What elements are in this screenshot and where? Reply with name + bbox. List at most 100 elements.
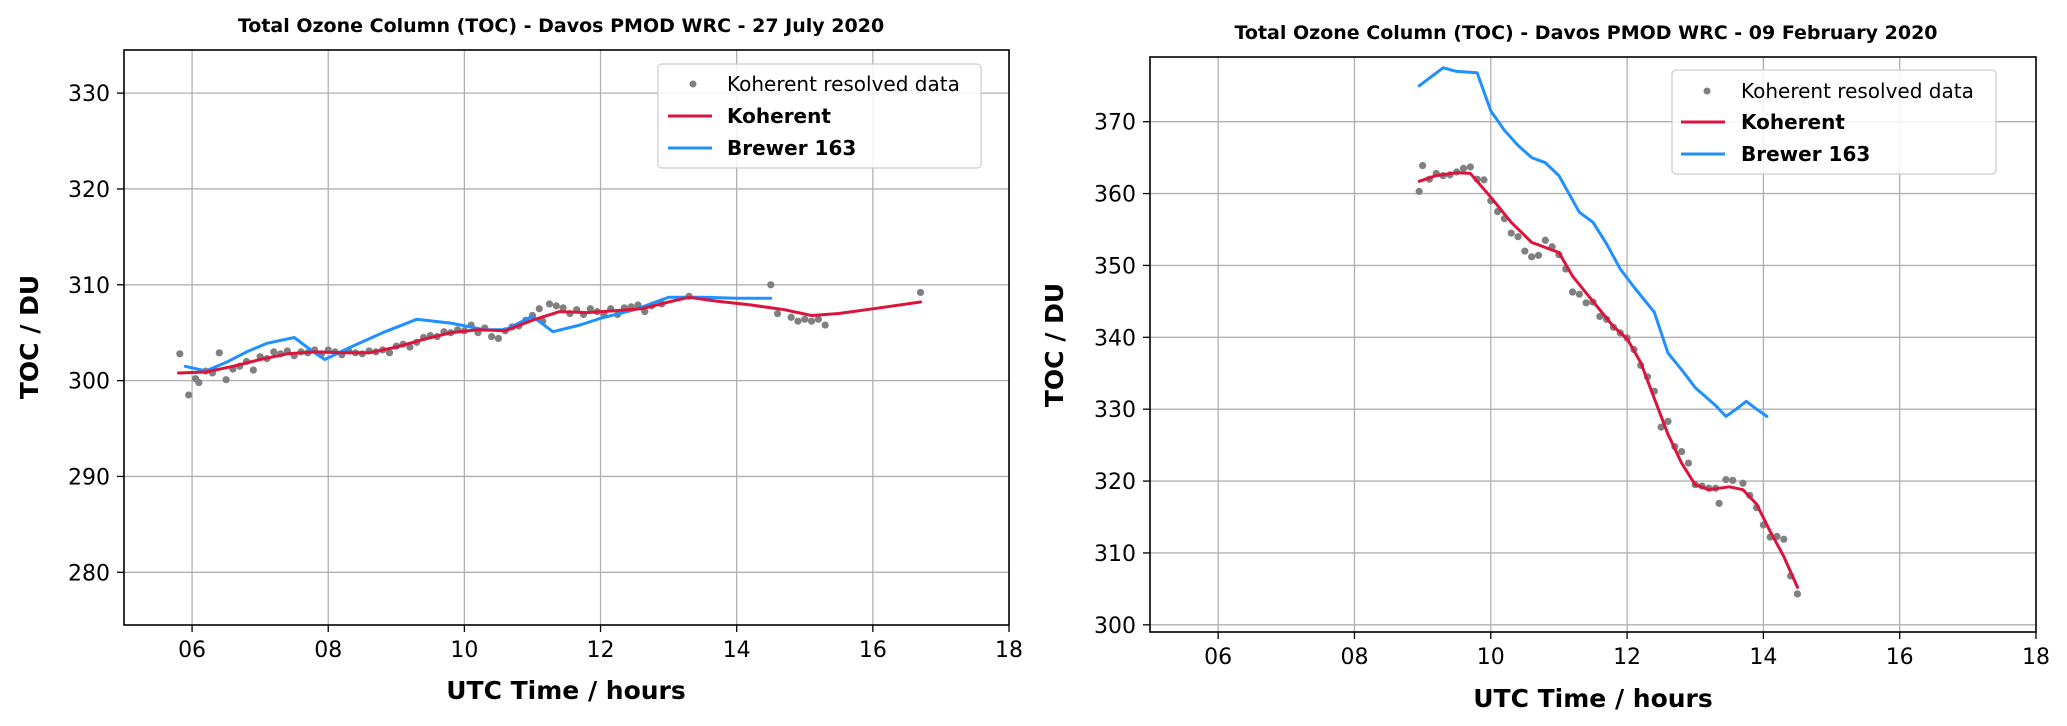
data-point <box>1459 164 1468 173</box>
data-point <box>1582 299 1590 307</box>
legend: Koherent resolved data Koherent Brewer 1… <box>657 63 982 169</box>
data-point <box>1419 161 1427 170</box>
data-point <box>1480 176 1488 184</box>
legend-box <box>1671 69 1997 175</box>
data-point <box>552 302 560 310</box>
chart-panel-left: Total Ozone Column (TOC) - Davos PMOD WR… <box>15 15 1023 705</box>
data-point <box>494 334 503 343</box>
data-point <box>270 348 278 356</box>
y-tick-label: 290 <box>68 465 110 490</box>
data-point <box>1514 233 1522 241</box>
data-point <box>821 321 829 329</box>
data-point <box>222 376 230 384</box>
legend-marker-resolved-data <box>689 80 697 88</box>
data-point <box>385 349 394 357</box>
data-point <box>535 305 543 313</box>
legend: Koherent resolved data Koherent Brewer 1… <box>1671 69 1997 175</box>
legend-label-brewer: Brewer 163 <box>1741 142 1870 166</box>
data-point <box>1739 479 1747 487</box>
y-tick-label: 310 <box>68 274 110 299</box>
data-point <box>195 378 203 387</box>
x-tick-label: 18 <box>995 638 1023 663</box>
series-line-brewer <box>183 295 773 373</box>
x-axis-label: UTC Time / hours <box>1473 684 1713 713</box>
data-point <box>1793 590 1802 598</box>
legend-label-resolved-data: Koherent resolved data <box>1741 79 1974 103</box>
data-point <box>1684 459 1693 467</box>
data-point <box>249 366 257 374</box>
data-point <box>215 349 223 357</box>
data-point <box>1729 476 1737 484</box>
data-point <box>767 281 775 289</box>
data-point <box>488 332 496 341</box>
x-tick-label: 06 <box>1204 645 1232 670</box>
x-tick-label: 16 <box>859 638 887 663</box>
data-point <box>794 317 802 325</box>
x-tick-label: 14 <box>723 638 751 663</box>
data-point <box>801 315 809 323</box>
y-axis-label: TOC / DU <box>15 275 44 399</box>
y-tick-label: 370 <box>1094 111 1136 136</box>
x-tick-label: 16 <box>1886 645 1914 670</box>
data-point <box>1466 163 1474 171</box>
data-point <box>1415 187 1423 196</box>
data-point <box>1657 423 1665 431</box>
chart-title: Total Ozone Column (TOC) - Davos PMOD WR… <box>1234 22 1937 44</box>
data-point <box>1521 247 1529 255</box>
data-point <box>807 317 816 325</box>
data-point <box>1528 253 1536 261</box>
data-point <box>1534 251 1543 259</box>
plot-frame <box>1149 56 2037 633</box>
y-tick-label: 360 <box>1094 183 1136 208</box>
legend-label-resolved-data: Koherent resolved data <box>727 72 960 96</box>
y-axis-ticks: 280 290 300 310 320 330 <box>68 82 124 586</box>
data-point <box>185 391 193 399</box>
y-tick-label: 350 <box>1094 254 1136 279</box>
data-point <box>1596 312 1604 321</box>
plot-series <box>1415 66 1802 598</box>
data-point <box>1568 288 1577 296</box>
data-point <box>1780 535 1788 543</box>
x-axis-ticks: 06 08 10 12 14 16 18 <box>1204 632 2050 670</box>
x-tick-label: 12 <box>587 638 615 663</box>
x-axis-ticks: 06 08 10 12 14 16 18 <box>178 625 1023 663</box>
x-tick-label: 10 <box>450 638 478 663</box>
x-tick-label: 10 <box>1477 645 1505 670</box>
y-tick-label: 300 <box>1094 614 1136 639</box>
chart-panel-right: Total Ozone Column (TOC) - Davos PMOD WR… <box>1040 22 2050 713</box>
x-axis-label: UTC Time / hours <box>446 676 686 705</box>
data-point <box>814 315 822 323</box>
y-tick-label: 330 <box>68 82 110 107</box>
y-axis-label: TOC / DU <box>1040 283 1069 407</box>
legend-label-koherent: Koherent <box>1741 110 1845 134</box>
y-axis-ticks: 300 310 320 330 340 350 360 370 <box>1094 111 1150 639</box>
legend-label-brewer: Brewer 163 <box>727 136 856 160</box>
data-point <box>1541 236 1549 244</box>
chart-title: Total Ozone Column (TOC) - Davos PMOD WR… <box>238 15 884 37</box>
x-tick-label: 06 <box>178 638 206 663</box>
y-tick-label: 330 <box>1094 398 1136 423</box>
data-point <box>1722 476 1730 484</box>
data-point <box>545 300 554 308</box>
y-tick-label: 320 <box>68 178 110 203</box>
data-point <box>1715 499 1723 507</box>
data-point <box>1575 290 1583 298</box>
y-tick-label: 340 <box>1094 326 1136 351</box>
data-point <box>1678 447 1686 456</box>
data-point <box>1664 417 1672 426</box>
legend-box <box>657 63 982 169</box>
legend-marker-resolved-data <box>1703 87 1711 95</box>
data-point <box>586 305 594 313</box>
x-tick-label: 08 <box>1340 645 1368 670</box>
data-point <box>787 313 795 321</box>
legend-label-koherent: Koherent <box>727 104 831 128</box>
plot-series <box>176 281 925 399</box>
data-point <box>916 288 925 297</box>
series-line-koherent <box>1417 171 1799 589</box>
series-line-brewer <box>1417 66 1769 418</box>
data-point <box>559 304 567 312</box>
y-tick-label: 280 <box>68 561 110 586</box>
data-point <box>1507 229 1515 237</box>
y-tick-label: 320 <box>1094 470 1136 495</box>
